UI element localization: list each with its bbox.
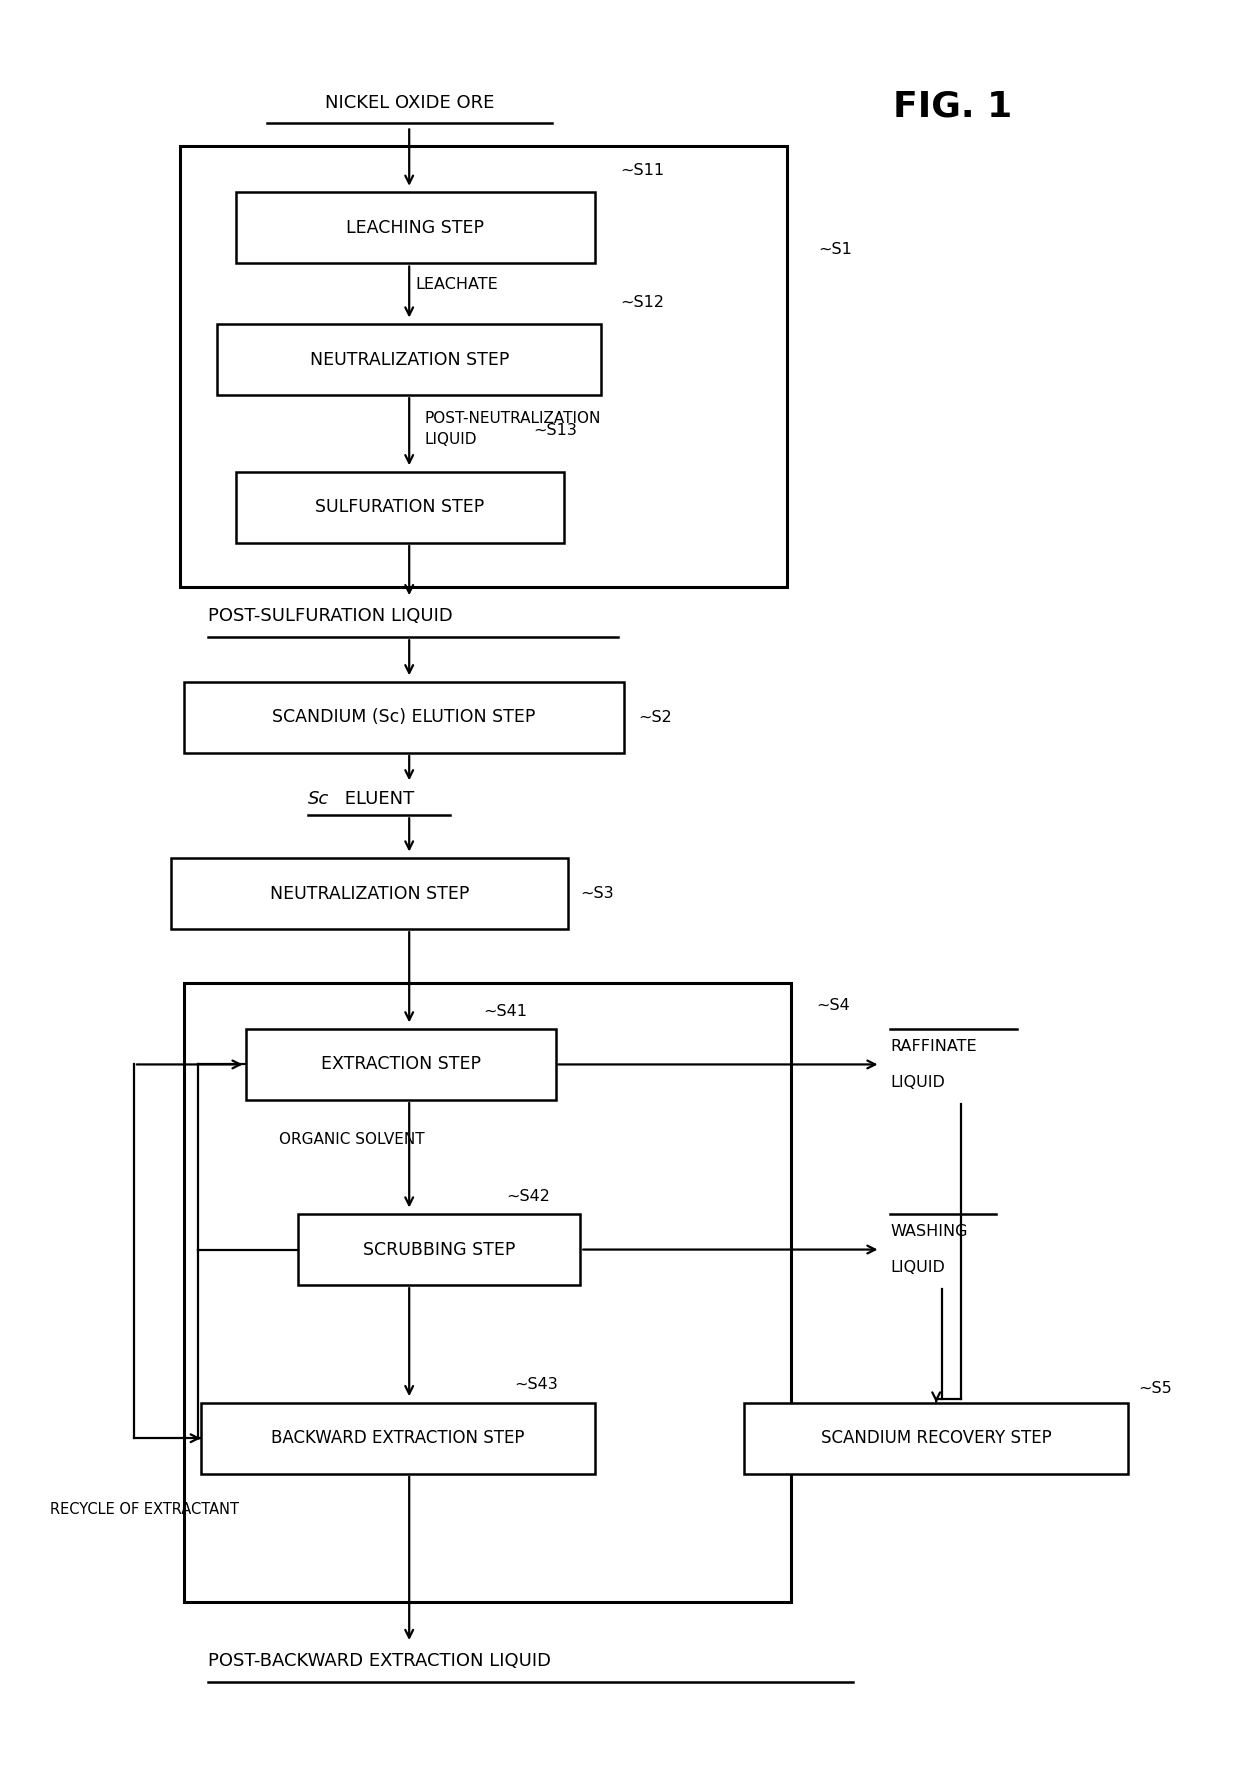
Text: ORGANIC SOLVENT: ORGANIC SOLVENT [279, 1132, 424, 1146]
Text: ~S42: ~S42 [506, 1189, 549, 1203]
Bar [246, 1029, 556, 1100]
Text: NEUTRALIZATION STEP: NEUTRALIZATION STEP [310, 351, 508, 368]
Text: LIQUID: LIQUID [890, 1260, 945, 1274]
Bar [201, 1403, 595, 1474]
Text: SCRUBBING STEP: SCRUBBING STEP [363, 1241, 515, 1258]
Bar [217, 324, 601, 395]
Text: ~S41: ~S41 [484, 1004, 527, 1018]
Text: SCANDIUM RECOVERY STEP: SCANDIUM RECOVERY STEP [821, 1429, 1052, 1447]
Text: POST-NEUTRALIZATION: POST-NEUTRALIZATION [424, 411, 600, 425]
Text: ELUENT: ELUENT [339, 790, 414, 808]
Bar [184, 983, 791, 1602]
Text: ~S11: ~S11 [620, 164, 665, 178]
Text: SCANDIUM (Sc) ELUTION STEP: SCANDIUM (Sc) ELUTION STEP [272, 708, 536, 726]
Bar [180, 146, 787, 587]
Text: ~S13: ~S13 [533, 424, 577, 438]
Text: ~S43: ~S43 [515, 1378, 558, 1392]
Bar [744, 1403, 1128, 1474]
Text: BACKWARD EXTRACTION STEP: BACKWARD EXTRACTION STEP [272, 1429, 525, 1447]
Text: EXTRACTION STEP: EXTRACTION STEP [320, 1056, 481, 1073]
Text: FIG. 1: FIG. 1 [893, 89, 1012, 125]
Bar [184, 682, 624, 753]
Text: LEACHATE: LEACHATE [415, 278, 498, 292]
Text: ~S2: ~S2 [639, 710, 672, 724]
Bar [236, 192, 595, 263]
Text: ~S4: ~S4 [816, 999, 849, 1013]
Text: ~S12: ~S12 [620, 295, 663, 310]
Bar [171, 858, 568, 929]
Text: LIQUID: LIQUID [424, 433, 476, 447]
Text: WASHING: WASHING [890, 1225, 967, 1239]
Text: LEACHING STEP: LEACHING STEP [346, 219, 485, 237]
Bar [236, 472, 564, 543]
Text: NICKEL OXIDE ORE: NICKEL OXIDE ORE [325, 94, 494, 112]
Text: POST-BACKWARD EXTRACTION LIQUID: POST-BACKWARD EXTRACTION LIQUID [208, 1652, 552, 1670]
Text: RECYCLE OF EXTRACTANT: RECYCLE OF EXTRACTANT [50, 1502, 238, 1517]
Text: LIQUID: LIQUID [890, 1075, 945, 1089]
Text: ~S3: ~S3 [580, 886, 614, 901]
Text: Sc: Sc [308, 790, 329, 808]
Text: ~S5: ~S5 [1138, 1381, 1172, 1396]
Text: NEUTRALIZATION STEP: NEUTRALIZATION STEP [270, 885, 469, 902]
Text: ~S1: ~S1 [818, 242, 852, 256]
Bar [298, 1214, 580, 1285]
Text: SULFURATION STEP: SULFURATION STEP [315, 498, 485, 516]
Text: RAFFINATE: RAFFINATE [890, 1040, 977, 1054]
Text: POST-SULFURATION LIQUID: POST-SULFURATION LIQUID [208, 607, 453, 625]
